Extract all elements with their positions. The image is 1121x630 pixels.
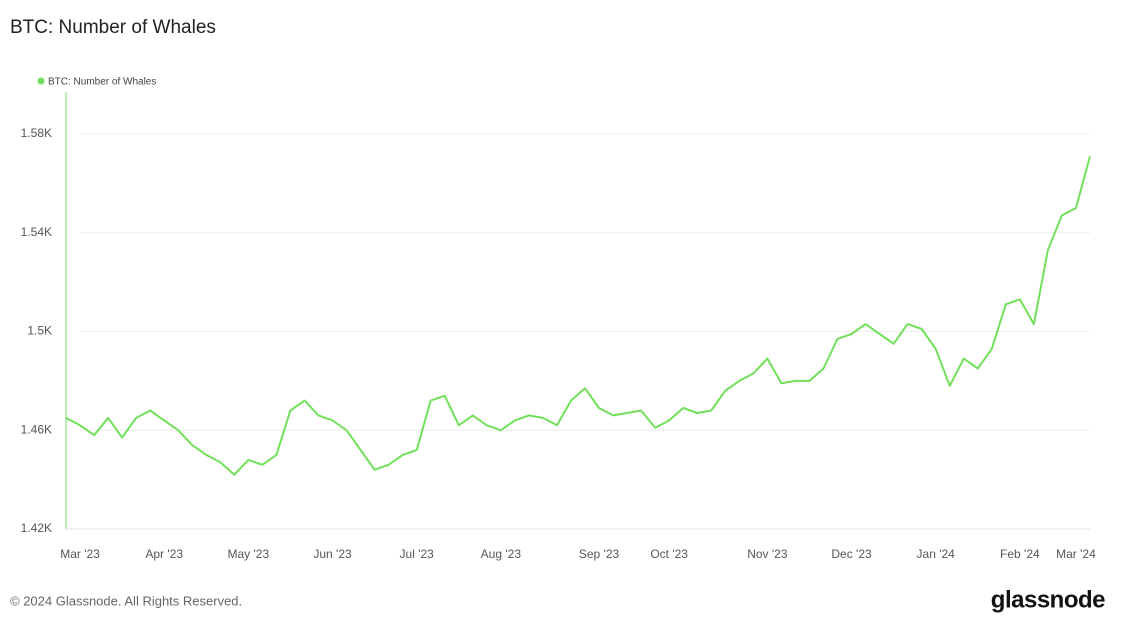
- x-tick-label: Aug '23: [481, 547, 522, 561]
- x-tick-label: Nov '23: [747, 547, 788, 561]
- x-tick-label: Mar '23: [60, 547, 100, 561]
- line: [65, 155, 1091, 476]
- y-tick-label: 1.46K: [21, 422, 52, 436]
- logo: glassnode: [991, 586, 1105, 613]
- x-tick-label: Oct '23: [650, 547, 688, 561]
- y-tick-label: 1.58K: [21, 126, 52, 140]
- x-tick-label: May '23: [228, 547, 270, 561]
- x-tick-label: Sep '23: [579, 547, 620, 561]
- x-tick-label: Feb '24: [1000, 547, 1040, 561]
- y-tick-label: 1.42K: [21, 521, 52, 535]
- x-tick-label: Jul '23: [400, 547, 435, 561]
- x-tick-label: Jun '23: [313, 547, 352, 561]
- chart-title: BTC: Number of Whales: [10, 17, 216, 38]
- x-tick-label: Dec '23: [831, 547, 872, 561]
- legend-label: BTC: Number of Whales: [48, 77, 156, 88]
- legend-marker: [37, 77, 45, 85]
- x-tick-label: Mar '24: [1056, 547, 1096, 561]
- y-tick-label: 1.5K: [27, 324, 52, 338]
- copyright: © 2024 Glassnode. All Rights Reserved.: [10, 593, 242, 608]
- y-tick-label: 1.54K: [21, 225, 52, 239]
- x-tick-label: Jan '24: [917, 547, 956, 561]
- x-tick-label: Apr '23: [145, 547, 183, 561]
